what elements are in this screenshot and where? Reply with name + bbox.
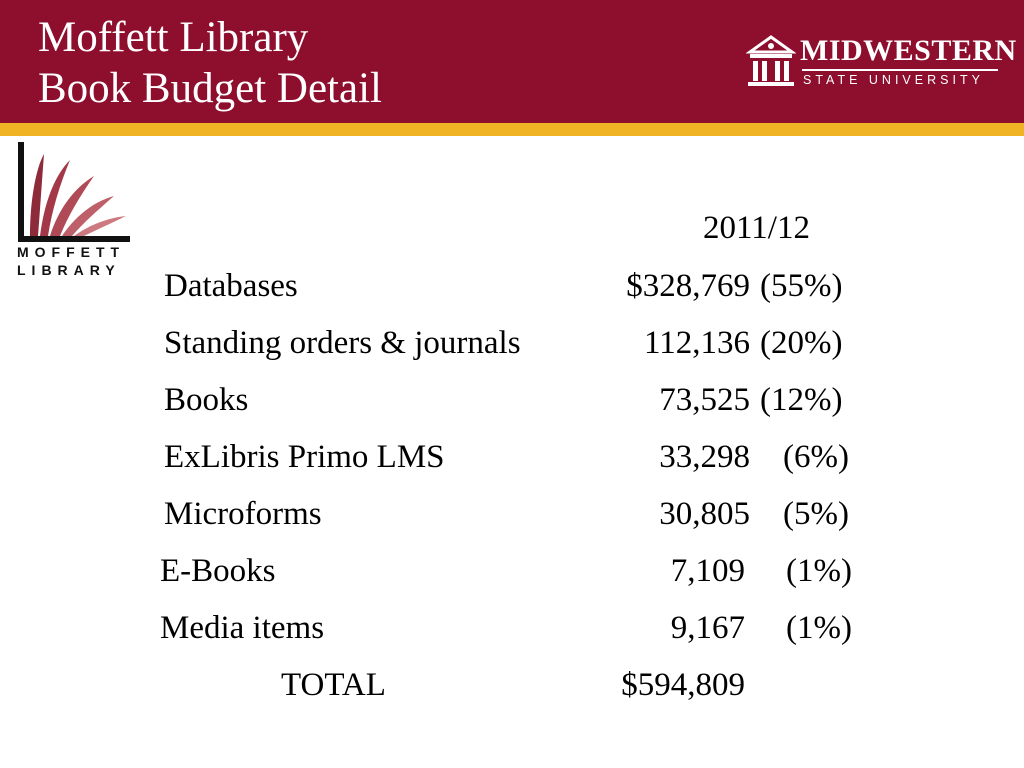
row-amount: 112,136 — [643, 325, 750, 361]
row-percent: (5%) — [783, 496, 849, 532]
row-label: Books — [164, 382, 249, 418]
msu-name: MIDWESTERN — [800, 34, 1017, 67]
row-percent: (12%) — [760, 382, 843, 418]
total-amount: $594,809 — [621, 667, 745, 703]
row-amount: 33,298 — [659, 439, 750, 475]
building-columns-icon — [746, 35, 796, 86]
moffett-library-logo: MOFFETT LIBRARY — [14, 140, 134, 280]
row-percent: (55%) — [760, 268, 843, 304]
gold-divider — [0, 123, 1024, 136]
row-label: Media items — [160, 610, 325, 646]
row-label: Databases — [164, 268, 298, 304]
row-label: E-Books — [160, 553, 276, 589]
row-label: ExLibris Primo LMS — [164, 439, 445, 475]
row-amount: 73,525 — [659, 382, 750, 418]
total-label: TOTAL — [281, 667, 386, 703]
row-label: Standing orders & journals — [164, 325, 521, 361]
row-percent: (1%) — [786, 610, 852, 646]
row-amount: 9,167 — [670, 610, 745, 646]
row-percent: (20%) — [760, 325, 843, 361]
row-amount: $328,769 — [626, 268, 750, 304]
page-title: Moffett Library Book Budget Detail — [38, 12, 382, 114]
moffett-logo-line-1: MOFFETT — [17, 244, 126, 260]
title-line-1: Moffett Library — [38, 14, 309, 61]
header-banner — [0, 0, 1024, 123]
msu-subtitle: STATE UNIVERSITY — [803, 73, 984, 87]
title-line-2: Book Budget Detail — [38, 65, 382, 112]
row-percent: (6%) — [783, 439, 849, 475]
msu-rule — [802, 69, 998, 71]
midwestern-logo: MIDWESTERN STATE UNIVERSITY — [746, 34, 1016, 90]
book-fan-icon — [18, 142, 130, 242]
row-amount: 30,805 — [659, 496, 750, 532]
row-amount: 7,109 — [670, 553, 745, 589]
year-header: 2011/12 — [703, 210, 810, 246]
moffett-logo-line-2: LIBRARY — [17, 262, 121, 278]
row-label: Microforms — [164, 496, 322, 532]
row-percent: (1%) — [786, 553, 852, 589]
